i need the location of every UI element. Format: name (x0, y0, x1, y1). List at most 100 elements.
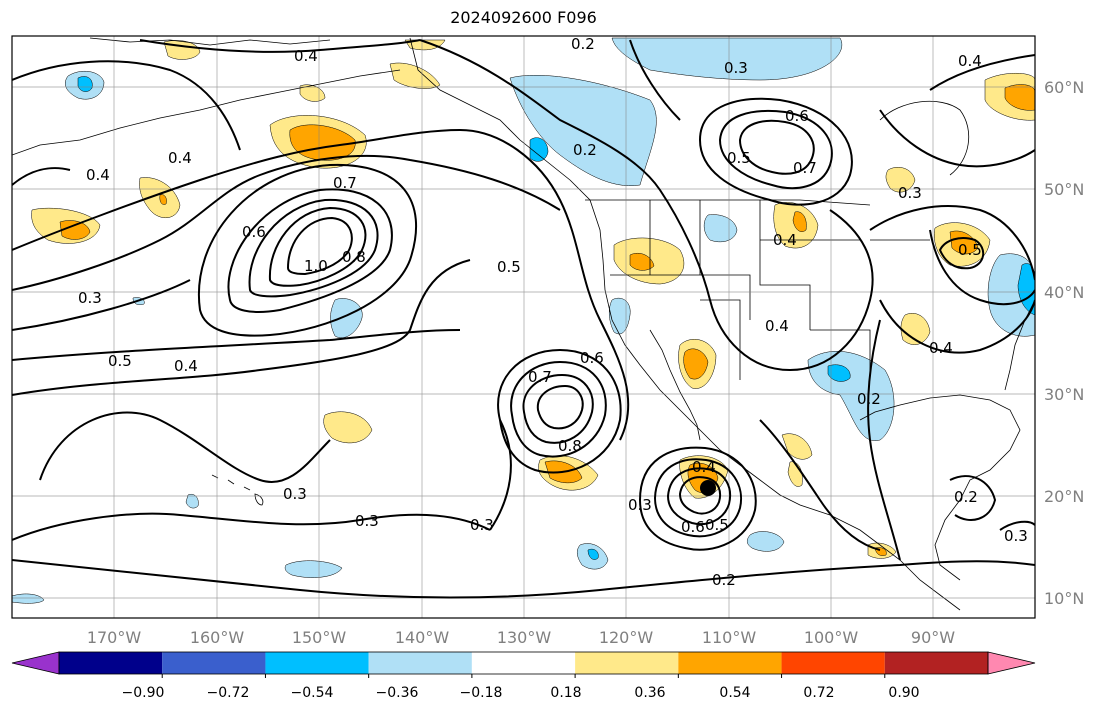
contour-label: 0.3 (78, 289, 102, 307)
contour-high-4 (286, 216, 353, 276)
colorbar-segment (368, 652, 472, 674)
contour-label: 0.2 (573, 141, 597, 159)
contour-label: 0.7 (528, 368, 552, 386)
contour-east-pacific-1 (497, 348, 622, 474)
lat-label: 10°N (1044, 589, 1084, 608)
contour-label: 1.0 (304, 257, 328, 275)
contour-label: 0.2 (857, 390, 881, 408)
contour-label: 0.6 (785, 107, 809, 125)
contour-label: 0.8 (342, 248, 366, 266)
colorbar-ticks (161, 674, 886, 678)
lat-label: 60°N (1044, 78, 1084, 97)
contour-canada-1 (698, 97, 853, 206)
colorbar-tick-label: −0.36 (376, 685, 419, 701)
contour-labels: 0.4 0.2 0.3 0.4 0.4 0.4 0.2 0.6 0.5 0.7 … (78, 35, 1028, 589)
baja-california (649, 329, 701, 441)
contour-label: 0.4 (958, 52, 982, 70)
contour-hurricane-3 (666, 467, 731, 525)
alaska-coast (12, 69, 401, 156)
contour-hurricane-4 (678, 476, 722, 515)
contour-label: 0.4 (168, 149, 192, 167)
colorbar-tick-label: −0.54 (291, 685, 334, 701)
contour-lines (12, 39, 1035, 599)
contour-hurricane-2 (653, 458, 743, 538)
contour-label: 0.5 (497, 258, 521, 276)
contour-label: 0.5 (727, 149, 751, 167)
hawaii-islands (211, 474, 264, 506)
contour-label: 0.3 (355, 512, 379, 530)
contour-label: 0.7 (333, 174, 357, 192)
contour-label: 0.4 (294, 47, 318, 65)
colorbar-frame (58, 651, 989, 675)
contour-label: 0.4 (86, 166, 110, 184)
colorbar-tick-label: 0.90 (888, 685, 919, 701)
colorbar-tick-label: −0.18 (460, 685, 503, 701)
contour-label: 0.2 (571, 35, 595, 53)
colorbar-tick-label: 0.36 (634, 685, 665, 701)
colorbar-extend-min (11, 651, 60, 675)
colorbar-tick-label: −0.72 (207, 685, 250, 701)
coastlines (12, 37, 1035, 611)
lon-label: 150°W (292, 628, 347, 647)
colorbar-segment (471, 652, 576, 674)
contour-high-1 (227, 188, 393, 313)
lon-label: 160°W (190, 628, 245, 647)
contour-label: 0.3 (1004, 527, 1028, 545)
contour-label: 0.7 (793, 159, 817, 177)
contour-label: 0.3 (470, 516, 494, 534)
contour-label: 0.5 (108, 352, 132, 370)
latitude-labels: 60°N 50°N 40°N 30°N 20°N 10°N (1044, 78, 1084, 608)
colorbar-segment (781, 652, 885, 674)
lon-label: 90°W (911, 628, 955, 647)
contour-label: 0.8 (558, 437, 582, 455)
contour-label: 0.6 (580, 349, 604, 367)
lon-label: 140°W (395, 628, 450, 647)
contour-label: 0.3 (628, 496, 652, 514)
colorbar-segment (884, 652, 988, 674)
colorbar-segment (162, 652, 266, 674)
contour-label: 0.5 (958, 241, 982, 259)
colorbar-tick-label: 0.18 (550, 685, 581, 701)
contour-east-pacific-3 (522, 373, 594, 444)
contour-label: 0.6 (242, 223, 266, 241)
contour-label: 0.2 (954, 488, 978, 506)
contour-east-pacific-4 (536, 384, 584, 430)
contour-hurricane-1 (638, 446, 757, 551)
shaded-fields (12, 37, 1035, 604)
colorbar-tick-labels: −0.90 −0.72 −0.54 −0.36 −0.18 0.18 0.36 … (122, 685, 920, 701)
hudson-bay (879, 100, 969, 176)
contour-label: 0.2 (712, 571, 736, 589)
lon-label: 110°W (702, 628, 757, 647)
colorbar-segment (678, 652, 782, 674)
contour-label: 0.4 (174, 357, 198, 375)
storm-center-marker (700, 480, 716, 496)
colorbar-segment (265, 652, 369, 674)
lat-label: 40°N (1044, 283, 1084, 302)
lon-label: 100°W (804, 628, 859, 647)
colorbar-segment (575, 652, 679, 674)
colorbar-extend-max (987, 651, 1036, 675)
lon-label: 120°W (599, 628, 654, 647)
contour-label: 0.4 (929, 339, 953, 357)
contour-label: 0.3 (724, 59, 748, 77)
lat-label: 30°N (1044, 385, 1084, 404)
contour-label: 0.6 (681, 518, 705, 536)
negative-field-north (611, 37, 842, 81)
colorbar: −0.90 −0.72 −0.54 −0.36 −0.18 0.18 0.36 … (11, 651, 1036, 701)
colorbar-tick-label: 0.72 (803, 685, 834, 701)
contour-label: 0.5 (705, 516, 729, 534)
alaska-north (89, 37, 331, 46)
lat-label: 20°N (1044, 487, 1084, 506)
negative-field-gulf-of-alaska (509, 74, 657, 187)
lon-label: 170°W (87, 628, 142, 647)
lon-label: 130°W (497, 628, 552, 647)
longitude-labels: 170°W 160°W 150°W 140°W 130°W 120°W 110°… (87, 628, 955, 647)
contour-canada-3 (738, 119, 815, 175)
contour-label: 0.3 (898, 184, 922, 202)
contour-east-pacific-2 (510, 360, 607, 458)
colorbar-segment (59, 652, 163, 674)
colorbar-segments (11, 651, 1036, 675)
contour-canada-2 (718, 109, 833, 190)
contour-high-5 (197, 163, 418, 337)
